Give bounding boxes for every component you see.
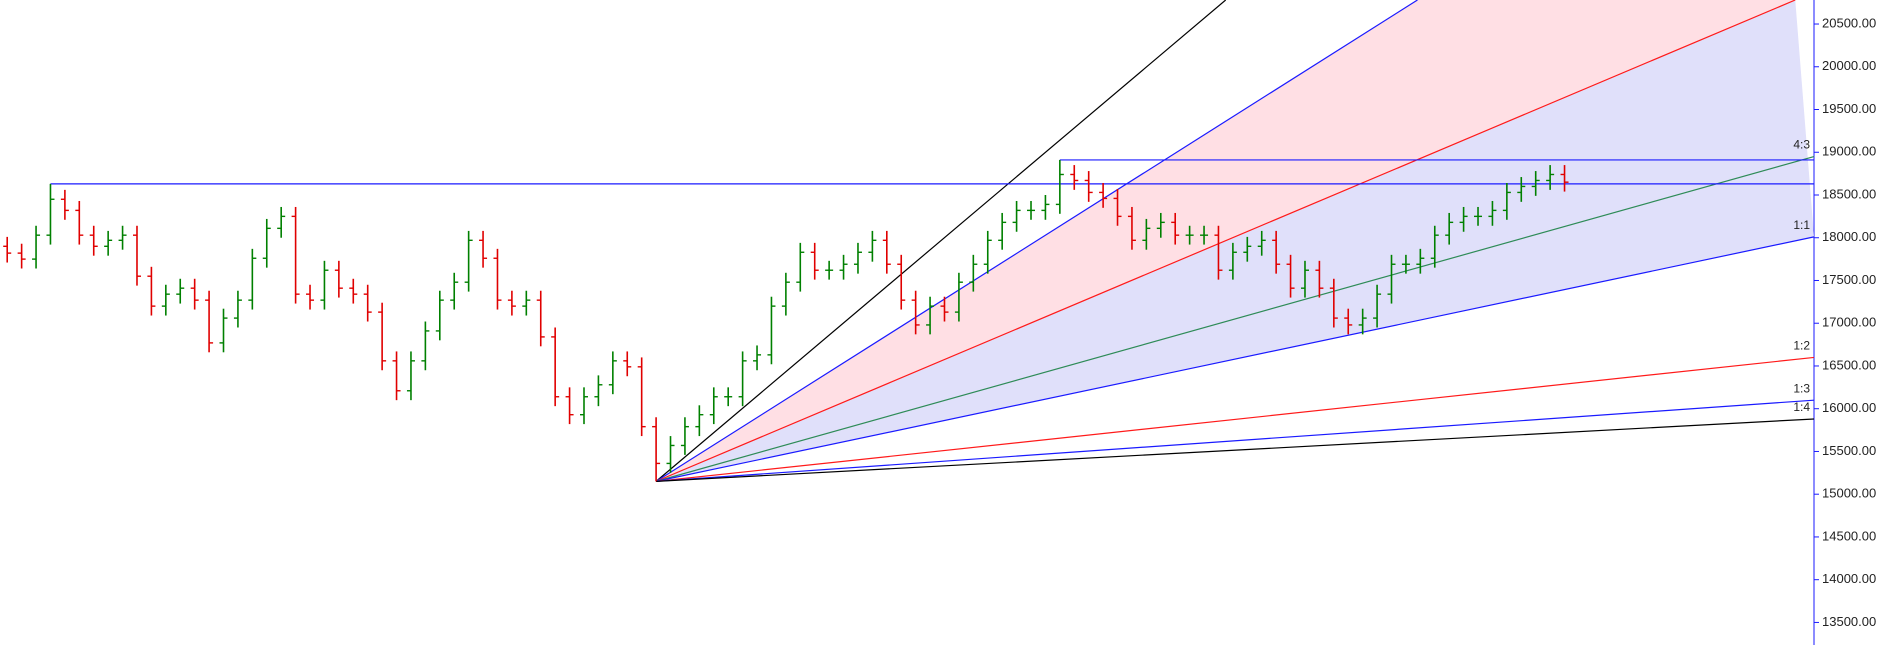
y-tick-label: 20500.00 — [1822, 15, 1876, 30]
y-tick-label: 18000.00 — [1822, 229, 1876, 244]
y-axis: 13500.00 14000.00 14500.00 15000.00 15500.00… — [1814, 15, 1876, 629]
y-tick-label: 18500.00 — [1822, 186, 1876, 201]
y-tick-label: 15500.00 — [1822, 443, 1876, 458]
y-tick-label: 13500.00 — [1822, 614, 1876, 629]
fan-line — [656, 399, 1815, 482]
fan-lines: 4:3 1:1 1:2 1:3 1:4 — [50, 0, 1815, 482]
fan-label: 1:2 — [1793, 339, 1810, 353]
fan-label: 4:3 — [1793, 138, 1810, 152]
y-tick-label: 17500.00 — [1822, 272, 1876, 287]
y-tick-label: 14000.00 — [1822, 571, 1876, 586]
fan-line — [655, 155, 1815, 482]
fan-line — [656, 418, 1815, 482]
y-tick-label: 20000.00 — [1822, 58, 1876, 73]
y-tick-label: 19500.00 — [1822, 101, 1876, 116]
fan-line — [656, 356, 1815, 482]
fan-line — [655, 0, 1227, 482]
y-tick-label: 19000.00 — [1822, 144, 1876, 159]
fan-label: 1:3 — [1793, 381, 1810, 395]
y-tick-label: 14500.00 — [1822, 528, 1876, 543]
y-tick-label: 16000.00 — [1822, 400, 1876, 415]
fan-fills — [656, 0, 1815, 482]
fan-line — [655, 0, 1796, 482]
y-tick-label: 15000.00 — [1822, 486, 1876, 501]
y-tick-label: 17000.00 — [1822, 315, 1876, 330]
fan-label: 1:1 — [1793, 218, 1810, 232]
fan-fill — [656, 0, 1815, 482]
price-bars — [3, 159, 1569, 482]
fan-line — [655, 236, 1815, 482]
y-tick-label: 16500.00 — [1822, 357, 1876, 372]
fan-label: 1:4 — [1793, 400, 1810, 414]
fan-line — [655, 0, 1418, 482]
